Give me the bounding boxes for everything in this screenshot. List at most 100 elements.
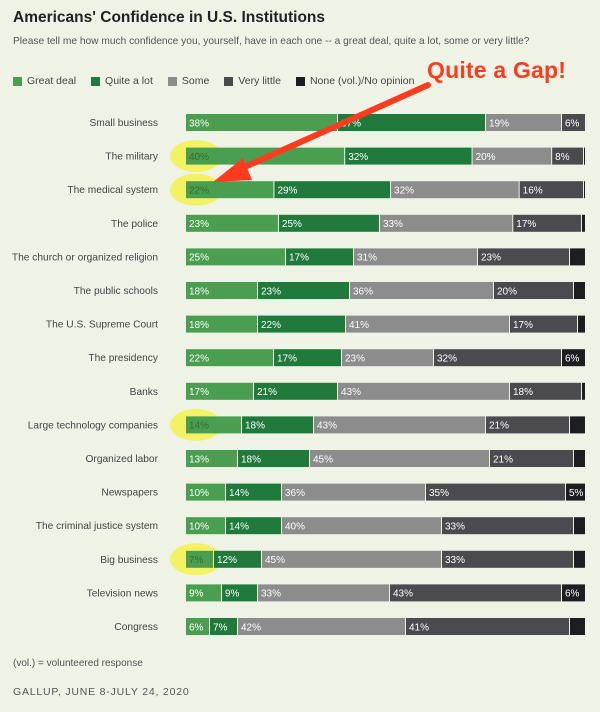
data-label: 14% [229,488,249,499]
data-label: 18% [513,387,533,398]
bar-segment-very-little [510,382,581,400]
bar-segment-some [282,517,441,535]
bar-row-small-business: Small business 38% 37% 19% 6% [89,114,585,131]
data-label: 32% [437,354,457,365]
bar-segment-great-deal [186,517,225,535]
bar-row-large-technology-companies: Large technology companies 14% 18% 43% 21% [28,416,585,434]
bar-segment-quite-a-lot [226,517,281,535]
bar-segment-very-little [406,618,569,635]
bar-segment-none-vol-no-opinion [574,450,585,467]
bar-segment-quite-a-lot [274,349,341,367]
bar-segment-none-vol-no-opinion [574,282,585,299]
bar-segment-quite-a-lot [210,618,237,635]
bar-segment-some [346,315,509,333]
data-label: 8% [555,152,570,163]
bar-segment-quite-a-lot [338,114,485,131]
legend-item-quite-a-lot: Quite a lot [91,75,153,87]
data-label: 17% [516,219,536,230]
bar-segment-some [310,450,489,467]
bar-segment-some [350,282,493,299]
bar-segment-some [486,114,561,131]
data-label: 12% [217,555,237,566]
category-label: The church or organized religion [12,252,158,263]
data-label: 18% [241,454,261,465]
bar-segment-quite-a-lot [258,315,345,333]
bar-segment-some [282,483,425,501]
data-label: 13% [189,454,209,465]
data-label: 7% [213,622,228,633]
bar-segment-great-deal [186,248,285,266]
category-label: The police [111,219,158,230]
data-label: 36% [285,488,305,499]
legend-swatch-none [295,76,305,86]
data-label: 17% [189,387,209,398]
data-label: 21% [257,387,277,398]
bar-segment-very-little [552,147,584,165]
data-label: 18% [245,421,265,432]
data-label: 16% [523,186,543,197]
data-label: 43% [341,387,361,398]
bar-segment-great-deal [186,214,278,232]
bar-segment-very-little [442,517,573,535]
data-label: 23% [481,253,501,264]
bar-segment-none-vol-no-opinion [578,315,585,333]
bar-segment-very-little [478,248,569,266]
bar-segment-some [258,584,389,602]
data-label: 43% [393,589,413,600]
data-label: 32% [394,186,414,197]
bar-segment-very-little [426,483,565,501]
bar-segment-some [354,248,477,266]
bar-row-television-news: Television news 9% 9% 33% 43% 6% [87,584,585,602]
data-label: 29% [277,186,297,197]
legend-label-none: None (vol.)/No opinion [309,75,415,87]
legend-swatch-great-deal [13,76,22,86]
bar-segment-none-vol-no-opinion [566,483,585,501]
data-label: 6% [565,589,580,600]
data-label: 14% [189,421,209,432]
data-label: 36% [353,286,373,297]
category-label: The criminal justice system [36,521,158,532]
bar-segment-quite-a-lot [254,382,337,400]
bar-segment-very-little [494,282,573,299]
data-label: 23% [345,354,365,365]
legend-item-great-deal: Great deal [13,75,76,87]
data-label: 25% [282,219,302,230]
bar-segment-quite-a-lot [278,214,379,232]
bar-segment-very-little [510,315,577,333]
category-label: The public schools [74,286,158,297]
data-label: 23% [261,286,281,297]
bar-segment-some [314,416,485,434]
data-label: 40% [285,522,305,533]
bar-segment-very-little [562,114,585,131]
bar-row-newspapers: Newspapers 10% 14% 36% 35% 5% [101,483,585,501]
data-label: 10% [189,522,209,533]
bar-row-the-u-s-supreme-court: The U.S. Supreme Court 18% 22% 41% 17% [46,315,585,333]
data-label: 41% [349,320,369,331]
bar-row-the-police: The police 23% 25% 33% 17% [111,214,585,232]
bar-segment-none-vol-no-opinion [583,181,585,199]
bar-segment-none-vol-no-opinion [574,517,585,535]
bar-segment-great-deal [186,114,337,131]
callout-text: Quite a Gap! [427,57,567,83]
category-label: Banks [130,387,158,398]
bar-segment-quite-a-lot [222,584,257,602]
legend-label-very-little: Very little [238,75,281,87]
data-label: 7% [189,555,204,566]
data-label: 33% [261,589,281,600]
data-label: 14% [229,522,249,533]
data-label: 33% [383,219,403,230]
data-label: 45% [265,555,285,566]
data-label: 38% [189,118,209,129]
data-label: 45% [313,454,333,465]
bar-row-congress: Congress 6% 7% 42% 41% [114,618,585,635]
bar-segment-quite-a-lot [238,450,309,467]
data-label: 32% [348,152,368,163]
bar-row-the-public-schools: The public schools 18% 23% 36% 20% [74,282,585,299]
bar-segment-some [379,214,513,232]
bar-segment-great-deal [186,550,213,568]
data-label: 42% [241,622,261,633]
bar-segment-quite-a-lot [286,248,353,266]
category-label: The presidency [88,353,159,364]
legend-label-quite-a-lot: Quite a lot [105,75,153,87]
category-label: Television news [87,588,158,599]
